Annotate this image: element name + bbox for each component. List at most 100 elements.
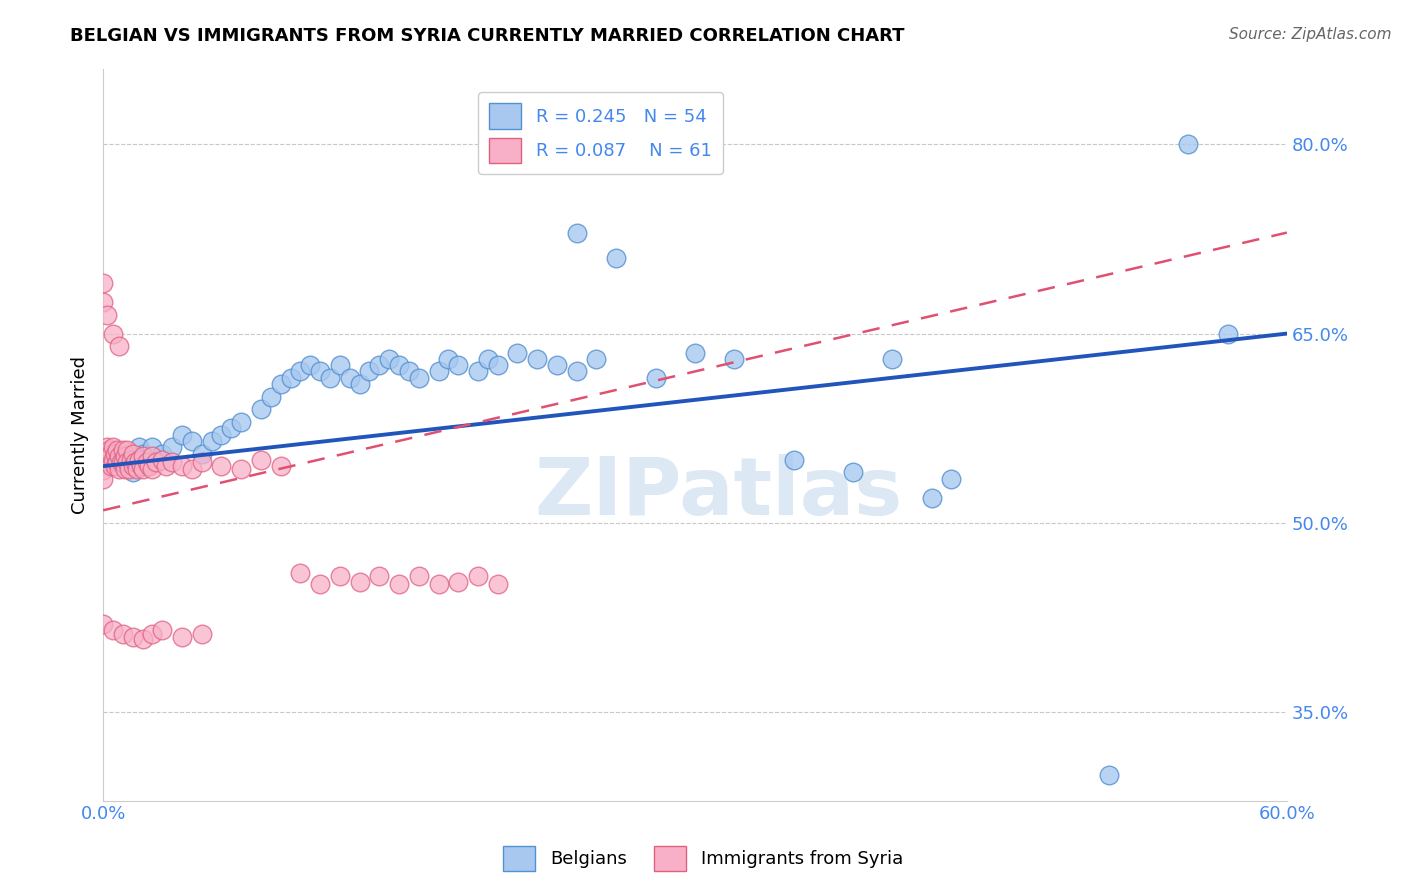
Point [100, 459, 122, 474]
Y-axis label: Currently Married: Currently Married [72, 356, 89, 514]
Point [101, 440, 124, 454]
Point [359, 364, 381, 378]
Point [644, 371, 666, 385]
Point [309, 576, 332, 591]
Point [135, 459, 157, 474]
Point [114, 461, 136, 475]
Point [114, 449, 136, 463]
Point [290, 364, 312, 378]
Point [101, 446, 124, 460]
Point [131, 461, 153, 475]
Point [221, 421, 243, 435]
Point [191, 455, 214, 469]
Point [150, 446, 173, 460]
Point [129, 459, 152, 474]
Point [128, 440, 150, 454]
Point [98, 442, 121, 457]
Point [467, 364, 489, 378]
Point [91, 446, 114, 460]
Point [437, 351, 460, 366]
Point [270, 377, 292, 392]
Point [191, 627, 214, 641]
Point [128, 452, 150, 467]
Point [368, 358, 391, 372]
Point [160, 455, 183, 469]
Point [91, 295, 114, 310]
Point [104, 459, 127, 474]
Point [231, 461, 253, 475]
Point [921, 491, 943, 505]
Point [104, 446, 127, 460]
Point [91, 616, 114, 631]
Point [170, 427, 193, 442]
Point [135, 455, 157, 469]
Point [526, 351, 548, 366]
Text: Source: ZipAtlas.com: Source: ZipAtlas.com [1229, 27, 1392, 42]
Text: BELGIAN VS IMMIGRANTS FROM SYRIA CURRENTLY MARRIED CORRELATION CHART: BELGIAN VS IMMIGRANTS FROM SYRIA CURRENT… [70, 27, 905, 45]
Point [101, 452, 124, 467]
Point [882, 351, 904, 366]
Point [486, 358, 509, 372]
Point [105, 442, 128, 457]
Point [388, 358, 411, 372]
Point [115, 455, 138, 469]
Point [260, 390, 283, 404]
Point [115, 446, 138, 460]
Point [141, 440, 163, 454]
Point [546, 358, 568, 372]
Point [506, 345, 529, 359]
Point [447, 575, 470, 590]
Point [250, 452, 273, 467]
Point [368, 569, 391, 583]
Point [121, 630, 143, 644]
Point [91, 463, 114, 477]
Point [250, 402, 273, 417]
Point [96, 308, 118, 322]
Point [565, 364, 588, 378]
Point [683, 345, 706, 359]
Point [120, 452, 142, 467]
Point [447, 358, 470, 372]
Point [91, 472, 114, 486]
Point [349, 575, 371, 590]
Point [108, 449, 131, 463]
Point [477, 351, 499, 366]
Point [427, 576, 450, 591]
Point [111, 459, 134, 474]
Point [585, 351, 607, 366]
Point [121, 446, 143, 460]
Point [231, 415, 253, 429]
Text: ZIPatlas: ZIPatlas [534, 454, 903, 533]
Point [565, 226, 588, 240]
Point [101, 624, 124, 638]
Point [782, 452, 804, 467]
Point [100, 446, 122, 460]
Point [211, 459, 233, 474]
Point [160, 440, 183, 454]
Point [124, 455, 146, 469]
Point [141, 627, 163, 641]
Point [155, 459, 177, 474]
Point [211, 427, 233, 442]
Point [349, 377, 371, 392]
Point [111, 442, 134, 457]
Point [201, 434, 224, 448]
Point [125, 461, 148, 475]
Point [408, 371, 430, 385]
Point [91, 455, 114, 469]
Point [299, 358, 322, 372]
Point [1098, 768, 1121, 782]
Point [150, 452, 173, 467]
Point [101, 326, 124, 341]
Point [110, 455, 132, 469]
Point [141, 461, 163, 475]
Point [98, 455, 121, 469]
Point [131, 632, 153, 646]
Point [170, 630, 193, 644]
Point [121, 459, 143, 474]
Point [309, 364, 332, 378]
Point [145, 455, 167, 469]
Point [329, 569, 352, 583]
Point [105, 455, 128, 469]
Point [339, 371, 361, 385]
